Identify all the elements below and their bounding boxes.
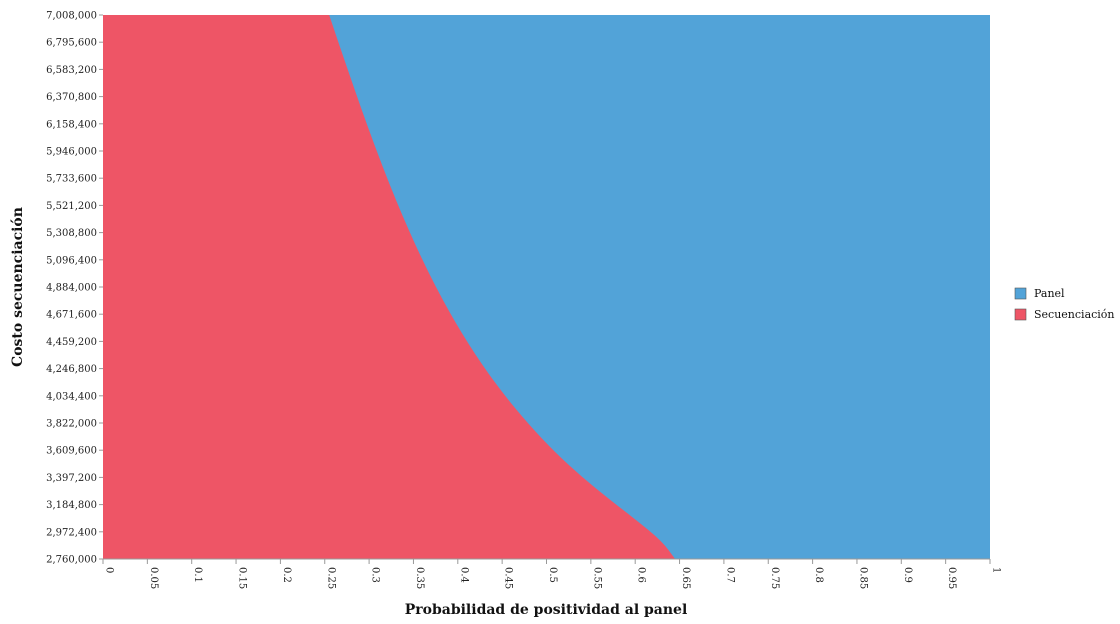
y-tick-label: 5,308,800 [46,228,97,239]
y-axis-ticks: 7,008,000 6,795,600 6,583,200 6,370,800 6,15… [46,11,103,566]
x-tick-label: 0.05 [148,567,159,589]
x-tick-label: 0.4 [458,567,469,583]
x-tick-label: 0.65 [680,567,691,589]
y-tick-label: 3,397,200 [46,473,97,484]
y-tick-label: 4,034,400 [46,391,97,402]
y-tick-label: 4,459,200 [46,337,97,348]
y-tick-label: 4,884,000 [46,283,97,294]
x-tick-label: 0.55 [591,567,602,589]
y-axis-title: Costo secuenciación [10,207,26,367]
y-tick-label: 5,521,200 [46,201,97,212]
legend-swatch [1014,287,1027,300]
x-tick-label: 0 [104,567,115,573]
x-tick-label: 0.85 [857,567,868,589]
y-tick-label: 5,733,600 [46,174,97,185]
legend-label: Panel [1034,287,1065,300]
y-tick-label: 5,946,000 [46,147,97,158]
legend: Panel Secuenciación [1014,287,1115,321]
plot-area [103,15,990,559]
area-secuenciacion [103,15,676,559]
y-tick-label: 3,822,000 [46,419,97,430]
y-tick-label: 2,972,400 [46,527,97,538]
y-tick-label: 3,609,600 [46,446,97,457]
y-tick-label: 5,096,400 [46,255,97,266]
x-tick-label: 0.6 [636,567,647,583]
x-tick-label: 0.45 [503,567,514,589]
y-tick-label: 7,008,000 [46,11,97,22]
x-tick-label: 0.5 [547,567,558,583]
y-tick-label: 6,370,800 [46,92,97,103]
x-tick-label: 0.3 [370,567,381,583]
x-tick-label: 0.2 [281,567,292,583]
y-tick-label: 6,158,400 [46,119,97,130]
x-tick-label: 0.8 [813,567,824,583]
x-tick-label: 0.95 [946,567,957,589]
x-tick-label: 0.9 [902,567,913,583]
y-tick-label: 3,184,800 [46,500,97,511]
y-tick-label: 2,760,000 [46,555,97,566]
y-tick-label: 6,795,600 [46,38,97,49]
x-axis-ticks: 0 0.05 0.1 0.15 0.2 0.25 0.3 0.35 0.4 0.45 0.5 0.55… [102,559,1002,589]
x-axis-title: Probabilidad de positividad al panel [405,602,688,618]
y-tick-label: 6,583,200 [46,65,97,76]
legend-swatch [1014,308,1027,321]
x-tick-label: 0.75 [769,567,780,589]
x-tick-label: 1 [991,567,1002,573]
x-tick-label: 0.25 [325,567,336,589]
x-tick-label: 0.35 [414,567,425,589]
legend-label: Secuenciación [1034,308,1115,321]
x-tick-label: 0.15 [237,567,248,589]
y-tick-label: 4,671,600 [46,310,97,321]
x-tick-label: 0.7 [724,567,735,583]
y-tick-label: 4,246,800 [46,364,97,375]
x-tick-label: 0.1 [192,567,203,583]
